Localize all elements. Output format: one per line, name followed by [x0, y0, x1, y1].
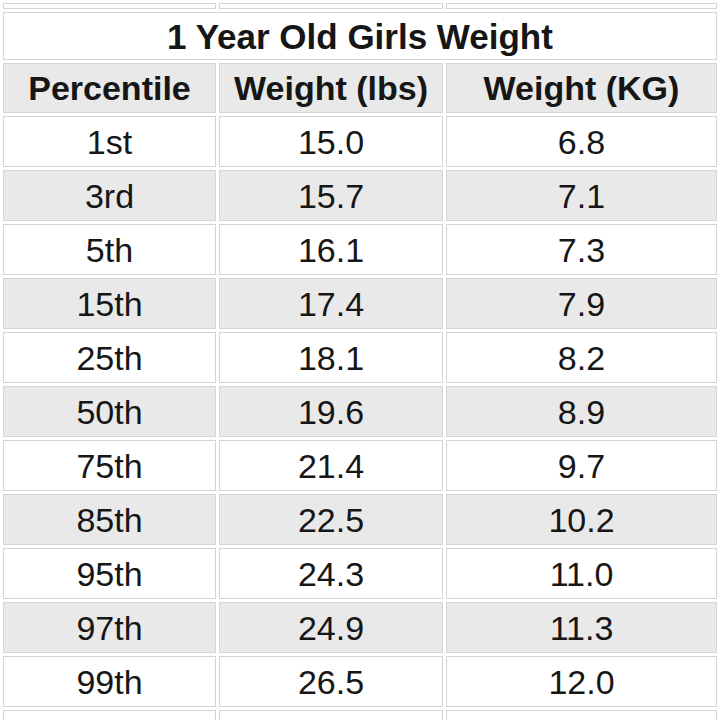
- weight-kg-cell: 7.9: [446, 278, 717, 329]
- weight-kg-cell: 6.8: [446, 116, 717, 167]
- weight-kg-cell: 8.9: [446, 386, 717, 437]
- weight-lbs-cell: 26.5: [219, 656, 443, 707]
- empty-cell: [3, 710, 216, 720]
- percentile-cell: 95th: [3, 548, 216, 599]
- empty-cell: [446, 710, 717, 720]
- table-row: 85th 22.5 10.2: [3, 494, 717, 545]
- percentile-cell: 5th: [3, 224, 216, 275]
- weight-lbs-cell: 15.7: [219, 170, 443, 221]
- table-row: 25th 18.1 8.2: [3, 332, 717, 383]
- table-row: 5th 16.1 7.3: [3, 224, 717, 275]
- weight-kg-cell: 12.0: [446, 656, 717, 707]
- empty-cell: [3, 3, 216, 9]
- column-header-weight-kg: Weight (KG): [446, 63, 717, 113]
- table-row: 75th 21.4 9.7: [3, 440, 717, 491]
- cropped-row-top: [3, 3, 717, 9]
- weight-lbs-cell: 17.4: [219, 278, 443, 329]
- column-header-weight-lbs: Weight (lbs): [219, 63, 443, 113]
- weight-lbs-cell: 22.5: [219, 494, 443, 545]
- percentile-cell: 50th: [3, 386, 216, 437]
- weight-kg-cell: 8.2: [446, 332, 717, 383]
- table-row: 97th 24.9 11.3: [3, 602, 717, 653]
- weight-kg-cell: 10.2: [446, 494, 717, 545]
- title-row: 1 Year Old Girls Weight: [3, 12, 717, 60]
- table-title: 1 Year Old Girls Weight: [3, 12, 717, 60]
- percentile-cell: 3rd: [3, 170, 216, 221]
- table-row: 99th 26.5 12.0: [3, 656, 717, 707]
- table-row: 95th 24.3 11.0: [3, 548, 717, 599]
- empty-cell: [219, 3, 443, 9]
- table-row: 50th 19.6 8.9: [3, 386, 717, 437]
- table-row: 3rd 15.7 7.1: [3, 170, 717, 221]
- weight-lbs-cell: 15.0: [219, 116, 443, 167]
- cropped-row-bottom: [3, 710, 717, 720]
- weight-lbs-cell: 16.1: [219, 224, 443, 275]
- percentile-cell: 25th: [3, 332, 216, 383]
- weight-lbs-cell: 19.6: [219, 386, 443, 437]
- header-row: Percentile Weight (lbs) Weight (KG): [3, 63, 717, 113]
- weight-lbs-cell: 24.9: [219, 602, 443, 653]
- percentile-cell: 97th: [3, 602, 216, 653]
- weight-lbs-cell: 21.4: [219, 440, 443, 491]
- percentile-cell: 99th: [3, 656, 216, 707]
- weight-percentile-table: 1 Year Old Girls Weight Percentile Weigh…: [0, 0, 720, 720]
- table-row: 1st 15.0 6.8: [3, 116, 717, 167]
- weight-kg-cell: 11.3: [446, 602, 717, 653]
- weight-kg-cell: 9.7: [446, 440, 717, 491]
- weight-kg-cell: 7.1: [446, 170, 717, 221]
- percentile-cell: 1st: [3, 116, 216, 167]
- empty-cell: [446, 3, 717, 9]
- weight-lbs-cell: 18.1: [219, 332, 443, 383]
- percentile-cell: 75th: [3, 440, 216, 491]
- table-row: 15th 17.4 7.9: [3, 278, 717, 329]
- weight-kg-cell: 7.3: [446, 224, 717, 275]
- column-header-percentile: Percentile: [3, 63, 216, 113]
- percentile-cell: 85th: [3, 494, 216, 545]
- weight-lbs-cell: 24.3: [219, 548, 443, 599]
- empty-cell: [219, 710, 443, 720]
- percentile-cell: 15th: [3, 278, 216, 329]
- weight-kg-cell: 11.0: [446, 548, 717, 599]
